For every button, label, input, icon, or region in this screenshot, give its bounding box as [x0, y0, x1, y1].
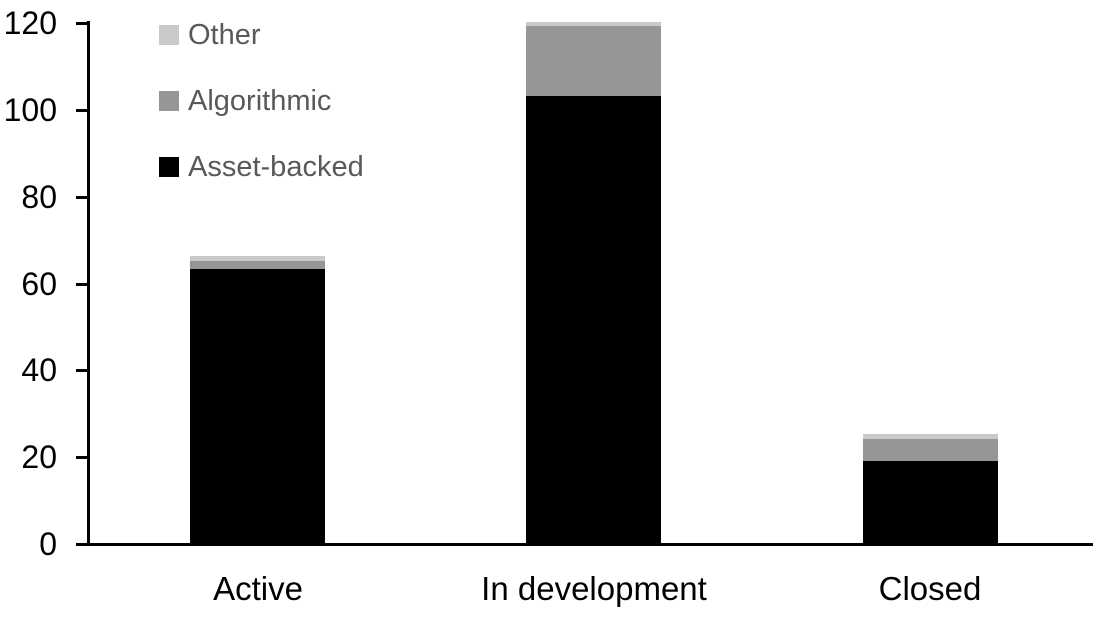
category-label-active: Active	[213, 570, 303, 607]
y-tick-100	[76, 108, 88, 112]
legend-swatch-other	[159, 25, 179, 45]
bar-active	[190, 256, 325, 543]
y-tick-label-0: 0	[39, 526, 57, 562]
legend: Other Algorithmic Asset-backed	[159, 18, 364, 216]
legend-label-other: Other	[188, 19, 261, 51]
bar-segment-in-development-other	[526, 22, 661, 27]
y-tick-label-80: 80	[21, 178, 57, 215]
legend-item-other: Other	[159, 18, 364, 52]
y-tick-20	[76, 456, 88, 460]
bar-segment-closed-other	[863, 434, 998, 439]
bar-segment-closed-asset-backed	[863, 460, 998, 543]
y-axis-line	[87, 21, 90, 546]
y-tick-label-20: 20	[21, 439, 57, 476]
bar-segment-in-development-algorithmic	[526, 26, 661, 96]
y-tick-label-120: 120	[3, 5, 57, 41]
category-label-in-development: In development	[481, 570, 707, 607]
y-tick-120	[76, 22, 88, 25]
y-tick-80	[76, 195, 88, 199]
y-tick-label-100: 100	[3, 91, 57, 128]
bar-segment-in-development-asset-backed	[526, 95, 661, 543]
legend-label-algorithmic: Algorithmic	[188, 85, 332, 117]
x-axis-line	[87, 543, 1093, 546]
legend-swatch-asset-backed	[159, 157, 179, 177]
y-tick-0	[76, 543, 88, 546]
legend-item-asset-backed: Asset-backed	[159, 150, 364, 184]
y-tick-40	[76, 369, 88, 373]
bar-segment-active-other	[190, 256, 325, 261]
legend-label-asset-backed: Asset-backed	[188, 151, 364, 183]
y-tick-label-40: 40	[21, 352, 57, 389]
bar-segment-active-algorithmic	[190, 260, 325, 270]
bar-closed	[863, 434, 998, 543]
bar-segment-active-asset-backed	[190, 269, 325, 543]
y-tick-60	[76, 282, 88, 286]
bar-segment-closed-algorithmic	[863, 438, 998, 461]
bar-in-development	[526, 22, 661, 543]
legend-swatch-algorithmic	[159, 91, 179, 111]
legend-item-algorithmic: Algorithmic	[159, 84, 364, 118]
y-tick-label-60: 60	[21, 265, 57, 302]
category-label-closed: Closed	[878, 570, 982, 607]
